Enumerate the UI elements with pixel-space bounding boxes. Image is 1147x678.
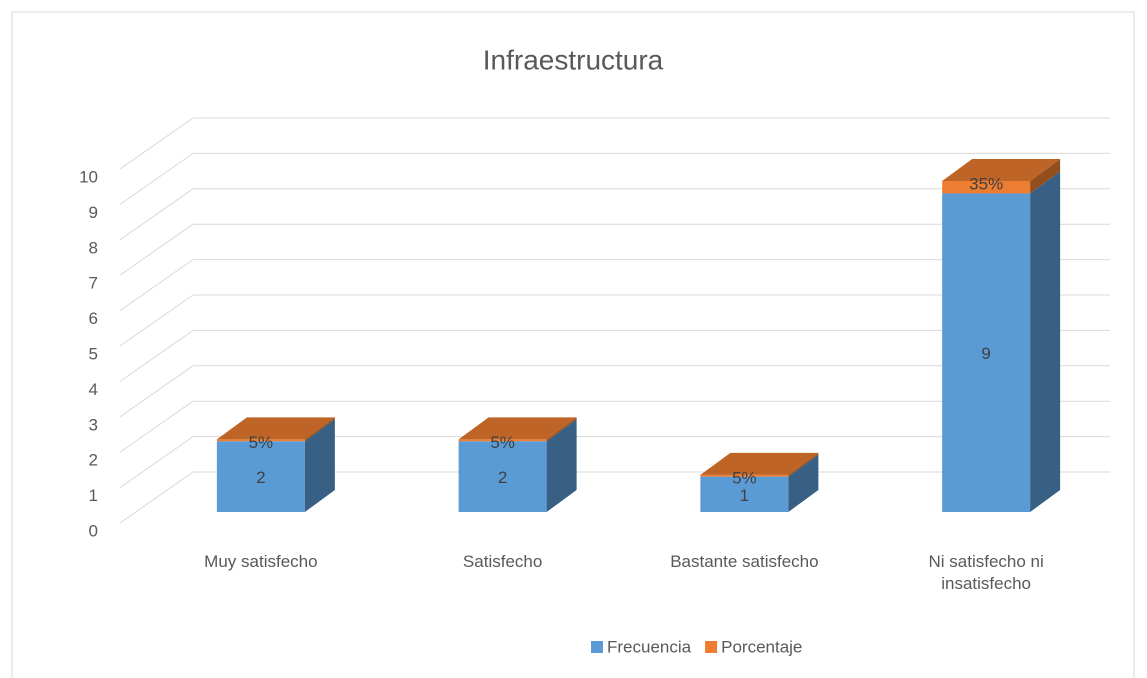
bar-top <box>458 417 577 440</box>
y-tick-label: 0 <box>89 521 98 540</box>
x-tick-label: Muy satisfecho <box>204 552 318 571</box>
bar-front <box>700 476 789 512</box>
data-label: 1 <box>740 486 749 505</box>
grid-line <box>119 188 194 241</box>
bar-front <box>458 439 547 442</box>
data-label: 9 <box>981 344 990 363</box>
data-label: 5% <box>249 433 274 452</box>
data-label: 5% <box>732 468 757 487</box>
bar-side <box>788 452 819 477</box>
y-tick-label: 8 <box>89 238 98 257</box>
y-tick-label: 2 <box>89 451 98 470</box>
grid-line <box>119 400 194 453</box>
y-tick-label: 10 <box>79 167 98 186</box>
legend-label: Porcentaje <box>721 637 802 656</box>
bar-front <box>216 441 305 512</box>
data-label: 2 <box>256 468 265 487</box>
bar-front <box>942 193 1031 512</box>
chart-title: Infraestructura <box>483 44 664 75</box>
grid-line <box>119 471 194 524</box>
data-label: 35% <box>969 174 1003 193</box>
bar-side <box>788 454 819 512</box>
grid-line <box>119 117 194 170</box>
bar-side <box>304 419 335 512</box>
y-tick-label: 5 <box>89 344 98 363</box>
bar-front <box>216 439 305 442</box>
bar-side <box>546 417 577 442</box>
grid-line <box>119 329 194 382</box>
grid-line <box>119 436 194 489</box>
grid-line <box>119 365 194 418</box>
bar-side <box>304 417 335 442</box>
legend-label: Frecuencia <box>607 637 692 656</box>
x-tick-label: Ni satisfecho ni insatisfecho <box>928 552 1044 593</box>
grid-line <box>119 294 194 347</box>
x-tick-label: Satisfecho <box>462 552 543 571</box>
y-tick-label: 7 <box>89 274 98 293</box>
bar-side <box>546 419 577 512</box>
x-tick-label: Bastante satisfecho <box>670 552 819 571</box>
bar-front <box>942 181 1031 194</box>
bar-top <box>942 159 1061 182</box>
legend-swatch <box>705 641 718 653</box>
y-tick-label: 6 <box>89 309 98 328</box>
bar-front <box>458 441 547 512</box>
legend-swatch <box>591 641 603 653</box>
data-label: 2 <box>498 468 507 487</box>
grid-line <box>119 223 194 276</box>
bar-side <box>1030 171 1061 512</box>
y-tick-label: 3 <box>89 415 98 434</box>
grid-line <box>119 152 194 205</box>
grid-line <box>119 259 194 312</box>
bar-front <box>700 474 789 477</box>
y-tick-label: 9 <box>89 203 98 222</box>
bar-side <box>1030 159 1061 194</box>
y-tick-label: 1 <box>89 486 98 505</box>
bar-top <box>216 417 335 440</box>
y-tick-label: 4 <box>89 380 98 399</box>
bar-top <box>700 452 819 475</box>
data-label: 5% <box>490 433 515 452</box>
